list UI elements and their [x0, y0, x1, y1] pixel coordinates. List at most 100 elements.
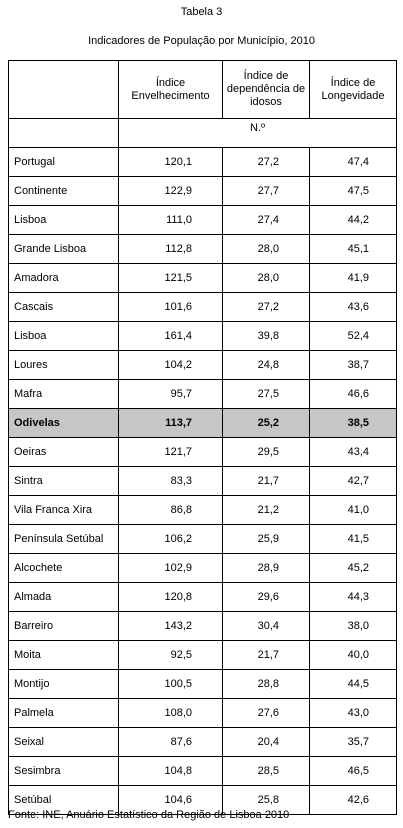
indice-longevidade-cell: 44,3: [309, 582, 397, 612]
indice-dependencia-cell: 27,5: [222, 379, 310, 409]
indice-longevidade-cell: 43,6: [309, 292, 397, 322]
indice-dependencia-cell: 28,0: [222, 234, 310, 264]
indice-longevidade-cell: 41,9: [309, 263, 397, 293]
municipality-cell: Setúbal: [8, 785, 119, 815]
table-row: Lisboa 161,4 39,8 52,4: [8, 321, 397, 351]
table-row: Montijo 100,5 28,8 44,5: [8, 669, 397, 699]
indice-longevidade-cell: 38,0: [309, 611, 397, 641]
table-row: Continente 122,9 27,7 47,5: [8, 176, 397, 206]
source-note: Fonte: INE, Anuário Estatístico da Regiã…: [8, 809, 290, 821]
indice-envelhecimento-cell: 112,8: [118, 234, 223, 264]
indice-longevidade-cell: 41,5: [309, 524, 397, 554]
indice-longevidade-cell: 47,4: [309, 147, 397, 177]
indice-envelhecimento-cell: 106,2: [118, 524, 223, 554]
municipality-cell: Barreiro: [8, 611, 119, 641]
indice-longevidade-cell: 35,7: [309, 727, 397, 757]
indice-envelhecimento-cell: 161,4: [118, 321, 223, 351]
indice-dependencia-cell: 20,4: [222, 727, 310, 757]
indice-longevidade-cell: 46,5: [309, 756, 397, 786]
header-indice-longevidade: Índice de Longevidade: [309, 60, 397, 119]
municipality-cell: Lisboa: [8, 205, 119, 235]
indice-envelhecimento-cell: 100,5: [118, 669, 223, 699]
indice-dependencia-cell: 21,7: [222, 640, 310, 670]
table-row: Vila Franca Xira 86,8 21,2 41,0: [8, 495, 397, 525]
municipality-cell: Sintra: [8, 466, 119, 496]
header-row: Índice Envelhecimento Índice de dependên…: [8, 60, 397, 119]
indice-longevidade-cell: 43,0: [309, 698, 397, 728]
indice-envelhecimento-cell: 95,7: [118, 379, 223, 409]
indice-envelhecimento-cell: 121,7: [118, 437, 223, 467]
unit-cell-empty: [8, 118, 119, 148]
header-indice-envelhecimento: Índice Envelhecimento: [118, 60, 223, 119]
unit-row: N.º: [8, 118, 397, 148]
indice-dependencia-cell: 27,2: [222, 292, 310, 322]
header-cell-empty: [8, 60, 119, 119]
municipality-cell: Cascais: [8, 292, 119, 322]
municipality-cell: Grande Lisboa: [8, 234, 119, 264]
municipality-cell: Seixal: [8, 727, 119, 757]
indice-longevidade-cell: 40,0: [309, 640, 397, 670]
indice-dependencia-cell: 28,8: [222, 669, 310, 699]
table-row: Moita 92,5 21,7 40,0: [8, 640, 397, 670]
municipality-cell: Palmela: [8, 698, 119, 728]
indice-longevidade-cell: 46,6: [309, 379, 397, 409]
indice-envelhecimento-cell: 121,5: [118, 263, 223, 293]
indice-longevidade-cell: 44,5: [309, 669, 397, 699]
table-row: Seixal 87,6 20,4 35,7: [8, 727, 397, 757]
municipality-cell: Montijo: [8, 669, 119, 699]
table-row: Oeiras 121,7 29,5 43,4: [8, 437, 397, 467]
indice-longevidade-cell: 44,2: [309, 205, 397, 235]
indice-dependencia-cell: 29,6: [222, 582, 310, 612]
municipality-cell: Península Setúbal: [8, 524, 119, 554]
table-row: Almada 120,8 29,6 44,3: [8, 582, 397, 612]
municipality-cell: Sesimbra: [8, 756, 119, 786]
indice-longevidade-cell: 52,4: [309, 321, 397, 351]
indice-longevidade-cell: 43,4: [309, 437, 397, 467]
indice-dependencia-cell: 21,2: [222, 495, 310, 525]
municipality-cell: Almada: [8, 582, 119, 612]
indice-dependencia-cell: 25,9: [222, 524, 310, 554]
indice-dependencia-cell: 24,8: [222, 350, 310, 380]
indice-envelhecimento-cell: 111,0: [118, 205, 223, 235]
indice-envelhecimento-cell: 104,2: [118, 350, 223, 380]
indice-longevidade-cell: 45,2: [309, 553, 397, 583]
indice-dependencia-cell: 27,2: [222, 147, 310, 177]
indice-longevidade-cell: 47,5: [309, 176, 397, 206]
indice-envelhecimento-cell: 87,6: [118, 727, 223, 757]
indice-envelhecimento-cell: 108,0: [118, 698, 223, 728]
table-row: Amadora 121,5 28,0 41,9: [8, 263, 397, 293]
indice-envelhecimento-cell: 101,6: [118, 292, 223, 322]
indice-dependencia-cell: 21,7: [222, 466, 310, 496]
indice-envelhecimento-cell: 104,6: [118, 785, 223, 815]
indice-dependencia-cell: 27,7: [222, 176, 310, 206]
table-row: Lisboa 111,0 27,4 44,2: [8, 205, 397, 235]
municipality-cell: Lisboa: [8, 321, 119, 351]
header-indice-dependencia-idosos: Índice de dependência de idosos: [222, 60, 310, 119]
table-subtitle: Indicadores de População por Município, …: [88, 35, 315, 47]
municipality-cell: Mafra: [8, 379, 119, 409]
indice-dependencia-cell: 28,0: [222, 263, 310, 293]
indice-envelhecimento-cell: 104,8: [118, 756, 223, 786]
table-row: Setúbal 104,6 25,8 42,6: [8, 785, 397, 815]
indice-dependencia-cell: 27,6: [222, 698, 310, 728]
table-title: Tabela 3: [180, 6, 223, 18]
municipality-cell: Odivelas: [8, 408, 119, 438]
municipality-cell: Oeiras: [8, 437, 119, 467]
indice-dependencia-cell: 25,2: [222, 408, 310, 438]
municipality-cell: Portugal: [8, 147, 119, 177]
indice-dependencia-cell: 29,5: [222, 437, 310, 467]
table-row: Portugal 120,1 27,2 47,4: [8, 147, 397, 177]
indice-envelhecimento-cell: 120,8: [118, 582, 223, 612]
table-row: Cascais 101,6 27,2 43,6: [8, 292, 397, 322]
table-row: Alcochete 102,9 28,9 45,2: [8, 553, 397, 583]
indice-dependencia-cell: 27,4: [222, 205, 310, 235]
indice-longevidade-cell: 45,1: [309, 234, 397, 264]
table-row: Barreiro 143,2 30,4 38,0: [8, 611, 397, 641]
table-row: Loures 104,2 24,8 38,7: [8, 350, 397, 380]
municipality-cell: Vila Franca Xira: [8, 495, 119, 525]
unit-label: N.º: [118, 118, 397, 148]
table-row: Grande Lisboa 112,8 28,0 45,1: [8, 234, 397, 264]
indice-dependencia-cell: 30,4: [222, 611, 310, 641]
indice-dependencia-cell: 39,8: [222, 321, 310, 351]
indice-envelhecimento-cell: 120,1: [118, 147, 223, 177]
